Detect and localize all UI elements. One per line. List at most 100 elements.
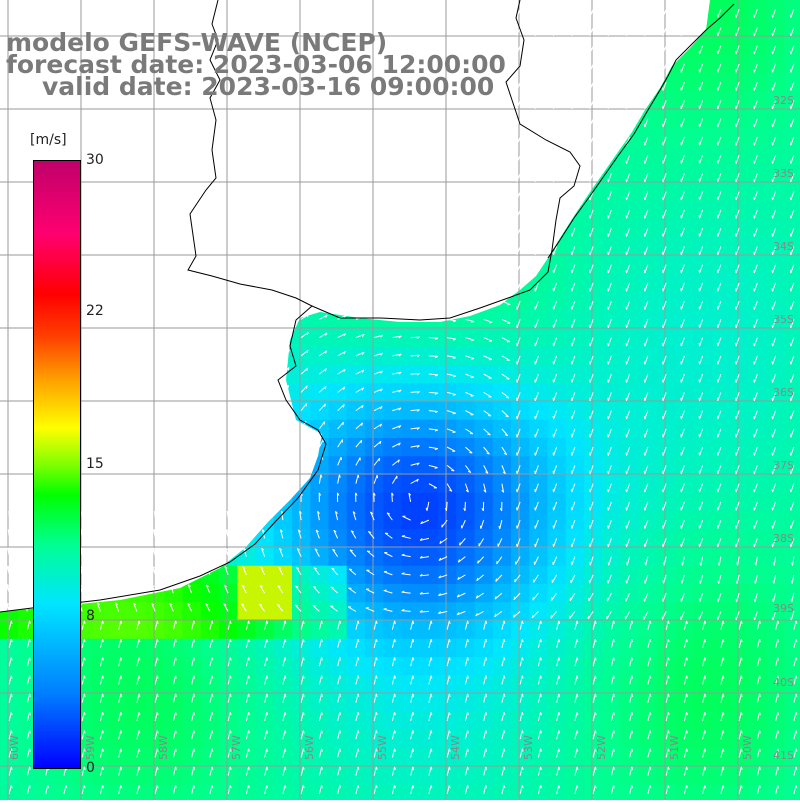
wind-speed-cell (785, 365, 800, 384)
wind-speed-cell (639, 621, 658, 640)
wind-speed-cell (365, 675, 384, 694)
wind-speed-cell (274, 730, 293, 749)
wind-speed-cell (785, 128, 800, 147)
wind-speed-cell (329, 748, 348, 767)
wind-speed-cell (256, 694, 275, 713)
wind-speed-cell (402, 712, 421, 731)
wind-arrow-head (140, 402, 141, 405)
wind-speed-cell (365, 566, 384, 585)
wind-speed-cell (0, 657, 19, 676)
wind-speed-cell (602, 639, 621, 658)
wind-arrow-head (176, 420, 177, 423)
wind-speed-cell (365, 767, 384, 786)
wind-speed-cell (256, 675, 275, 694)
wind-speed-cell (475, 566, 494, 585)
wind-speed-cell (219, 602, 238, 621)
wind-speed-cell (256, 730, 275, 749)
wind-arrow-head (349, 569, 352, 570)
wind-speed-cell (548, 657, 567, 676)
wind-speed-cell (201, 712, 220, 731)
wind-speed-cell (237, 566, 256, 585)
wind-speed-cell (292, 548, 311, 567)
wind-speed-cell (785, 0, 800, 19)
wind-speed-cell (438, 767, 457, 786)
wind-arrow-head (645, 580, 646, 583)
wind-speed-cell (475, 584, 494, 603)
wind-speed-cell (602, 621, 621, 640)
wind-speed-cell (383, 602, 402, 621)
wind-arrow (173, 475, 174, 484)
wind-speed-cell (402, 602, 421, 621)
wind-speed-cell (274, 694, 293, 713)
wind-speed-cell (164, 694, 183, 713)
wind-speed-cell (602, 657, 621, 676)
wind-speed-cell (548, 712, 567, 731)
wind-speed-cell (110, 657, 129, 676)
wind-speed-cell (365, 712, 384, 731)
wind-speed-cell (748, 767, 767, 786)
wind-arrow-head (157, 420, 158, 423)
wind-arrow (447, 46, 456, 47)
wind-speed-cell (456, 712, 475, 731)
wind-speed-cell (621, 621, 640, 640)
wind-speed-cell (694, 639, 713, 658)
wind-arrow-head (471, 359, 474, 360)
wind-speed-cell (621, 675, 640, 694)
wind-speed-cell (584, 621, 603, 640)
wind-speed-cell (256, 566, 275, 585)
wind-arrow-head (197, 294, 198, 297)
wind-speed-cell (310, 621, 329, 640)
wind-speed-cell (621, 657, 640, 676)
wind-speed-cell (584, 694, 603, 713)
wind-speed-cell (529, 712, 548, 731)
wind-speed-cell (657, 712, 676, 731)
wind-speed-cell (347, 675, 366, 694)
wind-arrow (210, 475, 211, 484)
wind-arrow-head (160, 258, 161, 261)
wind-speed-cell (785, 73, 800, 92)
wind-speed-cell (183, 712, 202, 731)
wind-speed-cell (274, 584, 293, 603)
wind-speed-cell (621, 694, 640, 713)
wind-speed-cell (0, 712, 19, 731)
wind-speed-cell (201, 584, 220, 603)
wind-speed-cell (164, 602, 183, 621)
wind-speed-cell (785, 347, 800, 366)
wind-speed-cell (128, 730, 147, 749)
wind-speed-cell (91, 675, 110, 694)
wind-speed-cell (529, 639, 548, 658)
wind-speed-cell (402, 584, 421, 603)
wind-arrow-head (460, 542, 461, 545)
wind-speed-cell (256, 602, 275, 621)
wind-speed-cell (329, 529, 348, 548)
wind-speed-cell (201, 675, 220, 694)
wind-speed-cell (110, 694, 129, 713)
wind-speed-cell (201, 767, 220, 786)
wind-speed-cell (438, 584, 457, 603)
wind-arrow-head (663, 581, 664, 584)
wind-speed-cell (365, 456, 384, 475)
wind-speed-cell (347, 584, 366, 603)
wind-speed-cell (237, 621, 256, 640)
wind-arrow-head (736, 599, 737, 602)
wind-speed-cell (493, 602, 512, 621)
wind-speed-cell (383, 639, 402, 658)
wind-speed-cell (146, 712, 165, 731)
wind-speed-cell (383, 529, 402, 548)
wind-arrow-head (288, 367, 289, 370)
wind-arrow-head (197, 312, 198, 315)
wind-speed-cell (329, 730, 348, 749)
wind-speed-cell (329, 767, 348, 786)
wind-speed-cell (347, 566, 366, 585)
wind-speed-cell (767, 767, 786, 786)
wind-speed-cell (292, 584, 311, 603)
wind-arrow-head (106, 221, 107, 224)
wind-speed-cell (548, 675, 567, 694)
wind-speed-cell (657, 639, 676, 658)
wind-speed-cell (183, 584, 202, 603)
wind-speed-cell (785, 621, 800, 640)
wind-arrow-head (487, 434, 490, 435)
wind-speed-cell (365, 621, 384, 640)
wind-speed-cell (785, 475, 800, 494)
wind-speed-cell (511, 657, 530, 676)
